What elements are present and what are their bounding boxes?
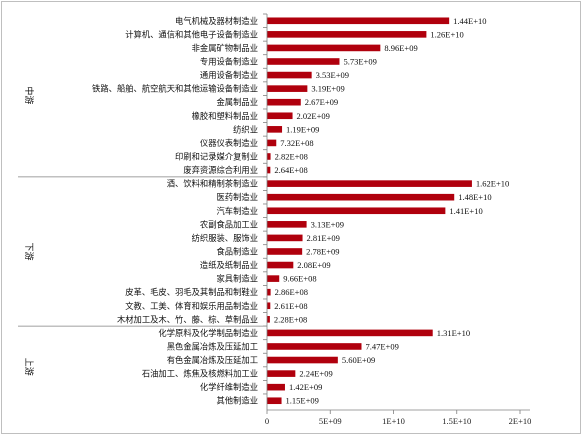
data-label: 2.24E+09: [299, 369, 332, 379]
x-tick-label: 2E+10: [509, 416, 532, 426]
data-label: 2.78E+09: [306, 246, 339, 256]
bar: [267, 397, 282, 405]
category-label: 印刷和记录媒介复制业: [175, 151, 258, 161]
category-label: 石油加工、炼焦及核燃料加工业: [142, 369, 258, 379]
category-label: 计算机、通信和其他电子设备制造业: [125, 29, 258, 39]
category-label: 橡胶和塑料制品业: [192, 111, 258, 121]
data-label: 1.19E+09: [286, 124, 319, 134]
bar: [267, 275, 280, 282]
data-label: 2.67E+09: [305, 97, 338, 107]
data-label: 9.66E+08: [283, 274, 316, 284]
category-label: 家具制造业: [217, 274, 259, 284]
bar: [267, 139, 277, 147]
data-label: 1.31E+10: [437, 328, 470, 338]
data-label: 3.19E+09: [311, 84, 344, 94]
bar: [267, 71, 312, 79]
group-label: 下游: [23, 242, 35, 260]
category-label: 木材加工及木、竹、藤、棕、草制品业: [117, 314, 258, 324]
bar: [267, 193, 455, 201]
group-label: 中游: [23, 86, 35, 104]
data-label: 2.61E+08: [274, 301, 307, 311]
category-label: 纺织服装、服饰业: [192, 233, 258, 243]
bar: [267, 166, 271, 174]
category-label: 通用设备制造业: [200, 70, 258, 80]
category-label: 废弃资源综合利用业: [183, 165, 258, 175]
category-label: 农副食品加工业: [200, 219, 258, 229]
category-label: 造纸及纸制品业: [200, 260, 258, 270]
data-label: 1.44E+10: [453, 16, 486, 26]
data-label: 2.02E+09: [297, 111, 330, 121]
category-label: 黑色金属冶炼及压延加工: [167, 341, 258, 351]
bar: [267, 31, 427, 38]
data-label: 1.15E+09: [286, 396, 319, 406]
x-tick-label: 0: [265, 416, 269, 426]
data-label: 2.81E+09: [307, 233, 340, 243]
bar: [267, 356, 338, 364]
data-label: 1.41E+10: [449, 206, 482, 216]
x-tick-label: 5E+09: [319, 416, 342, 426]
category-label: 专用设备制造业: [200, 56, 258, 66]
bar: [267, 329, 433, 337]
category-label: 食品制造业: [217, 246, 259, 256]
bar: [267, 316, 270, 323]
data-label: 7.32E+08: [280, 138, 313, 148]
x-tick-label: 1.5E+10: [442, 416, 471, 426]
bar: [267, 98, 301, 106]
x-tick-label: 1E+10: [382, 416, 405, 426]
category-label: 仪器仪表制造业: [200, 138, 258, 148]
category-label: 皮革、毛皮、羽毛及其制品和制鞋业: [125, 287, 258, 297]
bar: [267, 153, 271, 160]
category-label: 文教、工美、体育和娱乐用品制造业: [125, 301, 258, 311]
data-label: 2.08E+09: [297, 260, 330, 270]
bar: [267, 370, 296, 377]
bar: [267, 17, 450, 25]
bar: [267, 288, 271, 296]
bar: [267, 234, 303, 242]
category-label: 纺织业: [233, 124, 258, 134]
data-label: 1.26E+10: [430, 29, 463, 39]
data-label: 1.62E+10: [476, 179, 509, 189]
bar: [267, 383, 285, 391]
group-label: 上游: [23, 358, 35, 376]
category-label: 电气机械及器材制造业: [175, 16, 258, 26]
bar: [267, 221, 307, 228]
bar: [267, 343, 362, 350]
bar: [267, 302, 271, 310]
bar: [267, 248, 303, 255]
data-label: 5.73E+09: [343, 56, 376, 66]
category-label: 其他制造业: [217, 396, 259, 406]
category-label: 化学原料及化学制品制造业: [158, 328, 258, 338]
data-label: 2.28E+08: [274, 314, 307, 324]
data-label: 2.82E+08: [275, 151, 308, 161]
bar: [267, 261, 294, 269]
bar: [267, 85, 308, 92]
bar: [267, 58, 340, 65]
data-label: 1.48E+10: [458, 192, 491, 202]
category-label: 有色金属冶炼及压延加工: [167, 355, 258, 365]
data-label: 3.53E+09: [316, 70, 349, 80]
data-label: 8.96E+09: [384, 43, 417, 53]
data-label: 7.47E+09: [365, 341, 398, 351]
category-label: 非金属矿物制品业: [192, 43, 258, 53]
category-label: 化学纤维制造业: [200, 382, 258, 392]
data-label: 1.42E+09: [289, 382, 322, 392]
bar: [267, 44, 381, 52]
category-label: 金属制品业: [217, 97, 259, 107]
bar: [267, 112, 293, 120]
bar: [267, 180, 472, 187]
category-label: 酒、饮料和精制茶制造业: [167, 179, 258, 189]
data-label: 2.64E+08: [274, 165, 307, 175]
category-label: 汽车制造业: [217, 206, 259, 216]
data-label: 2.86E+08: [275, 287, 308, 297]
data-label: 5.60E+09: [342, 355, 375, 365]
bar: [267, 207, 446, 215]
bar: [267, 126, 283, 133]
category-label: 铁路、船舶、航空航天和其他运输设备制造业: [92, 84, 258, 94]
category-label: 医药制造业: [217, 192, 259, 202]
data-label: 3.13E+09: [311, 219, 344, 229]
